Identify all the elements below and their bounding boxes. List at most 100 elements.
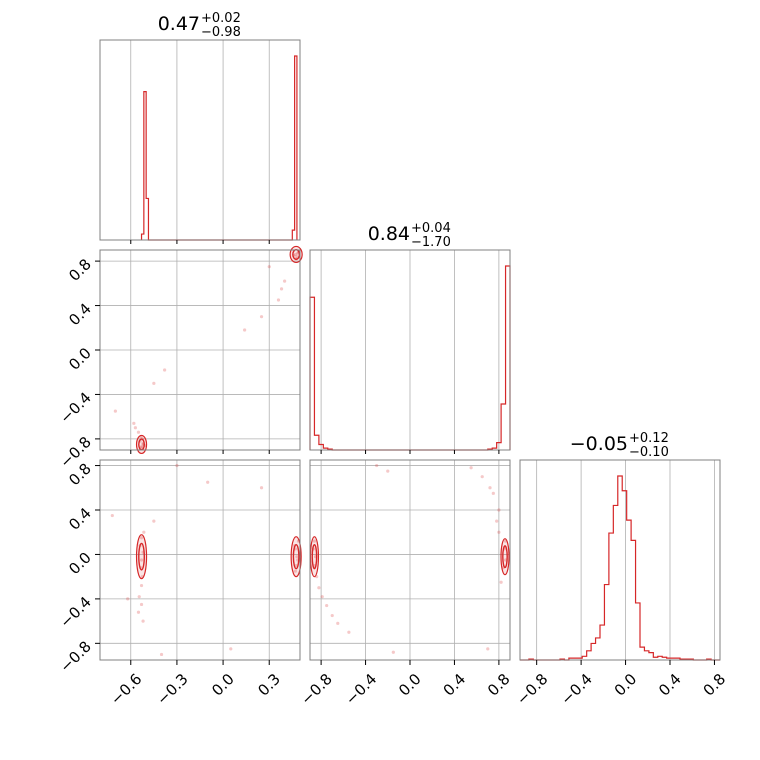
sample-point: [139, 446, 144, 450]
x-tick-label: −0.8: [513, 670, 551, 708]
sample-point: [320, 595, 324, 599]
sample-point: [152, 519, 156, 523]
sample-point: [243, 328, 247, 332]
sample-point: [375, 463, 379, 468]
y-tick-label: −0.4: [56, 389, 94, 427]
histogram-panel-0: [99, 39, 301, 244]
sample-point: [139, 558, 144, 562]
x-tick-label: −0.6: [107, 670, 145, 708]
sample-point: [152, 381, 156, 385]
density-contour: [135, 534, 148, 580]
title-p1-minus: −1.70: [411, 235, 451, 250]
sample-point: [294, 563, 298, 568]
sample-point: [163, 368, 167, 372]
sample-point: [126, 597, 130, 601]
y-tick-label: 0.4: [65, 504, 95, 534]
sample-point: [283, 279, 287, 283]
sample-point: [330, 613, 334, 618]
x-tick-label: 0.0: [208, 670, 238, 700]
sample-point: [497, 530, 501, 534]
title-p0-value: 0.47: [158, 13, 200, 35]
sample-point: [136, 610, 141, 614]
density-contour: [502, 545, 508, 569]
sample-point: [139, 536, 144, 540]
title-p2-value: −0.05: [570, 433, 628, 455]
x-tick-label: 0.8: [484, 670, 514, 700]
sample-point: [141, 619, 145, 623]
sample-point: [276, 298, 281, 302]
sample-point: [317, 586, 321, 590]
sample-point: [139, 445, 144, 449]
sample-point: [497, 508, 501, 512]
title-p1: 0.84 +0.04 −1.70: [368, 221, 451, 250]
panel-frame: [519, 459, 721, 661]
density-contour: [292, 543, 300, 570]
histogram-panel-2: −0.8 −0.4 0.0 0.4 0.8: [513, 459, 730, 709]
sample-point: [142, 530, 146, 534]
title-p2-minus: −0.10: [629, 445, 669, 460]
x-tick-label: 0.4: [655, 670, 685, 700]
sample-point: [325, 603, 329, 608]
sample-point: [347, 630, 351, 634]
y-tick-label: 0.0: [65, 344, 95, 374]
sample-point: [132, 421, 136, 425]
sample-point: [139, 602, 144, 607]
y-tick-label: 0.0: [65, 549, 95, 579]
pair-panel-2-1: −0.8 −0.4 0.0 0.4 0.8: [297, 459, 514, 709]
sample-point: [293, 569, 297, 573]
panels-group: −0.8 −0.4 0.0 0.4 0.8−0.8−0.40.00.40.8−0.6 −0…: [56, 39, 730, 709]
x-tick-label: 0.0: [395, 670, 425, 700]
y-tick-label: 0.4: [65, 300, 95, 330]
x-tick-label: 0.0: [611, 670, 641, 700]
sample-point: [137, 595, 141, 599]
pair-panel-2-0: −0.6 −0.3 0.0 0.3−0.8−0.40.00.40.8: [56, 459, 302, 709]
density-contour: [138, 542, 145, 571]
x-tick-label: −0.4: [342, 670, 380, 708]
sample-point: [279, 287, 284, 291]
sample-point: [295, 255, 299, 259]
sample-point: [469, 466, 473, 470]
title-p1-plus: +0.04: [411, 221, 451, 236]
x-tick-label: 0.8: [700, 670, 730, 700]
title-p0: 0.47 +0.02 −0.98: [158, 11, 241, 40]
sample-point: [139, 583, 144, 588]
y-tick-label: 0.8: [65, 255, 95, 285]
sample-point: [480, 475, 484, 479]
sample-point: [391, 650, 395, 654]
panel-frame: [99, 459, 301, 661]
sample-point: [336, 621, 340, 625]
sample-point: [267, 265, 271, 269]
sample-point: [175, 463, 179, 468]
sample-point: [110, 513, 114, 518]
sample-point: [486, 647, 490, 651]
histogram-step-2: [520, 475, 720, 661]
y-tick-label: −0.4: [56, 593, 94, 631]
panel-frame: [99, 39, 301, 241]
sample-point: [229, 647, 233, 651]
sample-point: [113, 409, 117, 413]
title-p2: −0.05 +0.12 −0.10: [570, 431, 669, 460]
sample-point: [495, 519, 499, 523]
title-p0-plus: +0.02: [201, 11, 241, 26]
sample-point: [293, 252, 297, 257]
sample-point: [296, 251, 300, 255]
x-tick-label: −0.3: [153, 670, 191, 708]
x-tick-label: 0.4: [440, 670, 470, 700]
sample-point: [259, 486, 264, 490]
density-contour: [135, 434, 148, 455]
y-tick-label: −0.8: [56, 637, 94, 675]
histogram-panel-1: [309, 249, 511, 454]
title-p1-value: 0.84: [368, 223, 410, 245]
sample-point: [259, 315, 264, 319]
density-contour: [290, 536, 302, 578]
pair-panel-1-0: −0.8−0.40.00.40.8: [56, 245, 303, 471]
density-contour: [311, 543, 318, 570]
x-tick-label: −0.8: [297, 670, 335, 708]
sample-point: [488, 486, 492, 490]
sample-point: [206, 480, 210, 484]
histogram-step-0: [140, 55, 298, 241]
sample-point: [499, 580, 503, 584]
sample-point: [312, 539, 317, 543]
title-p2-plus: +0.12: [629, 431, 669, 446]
